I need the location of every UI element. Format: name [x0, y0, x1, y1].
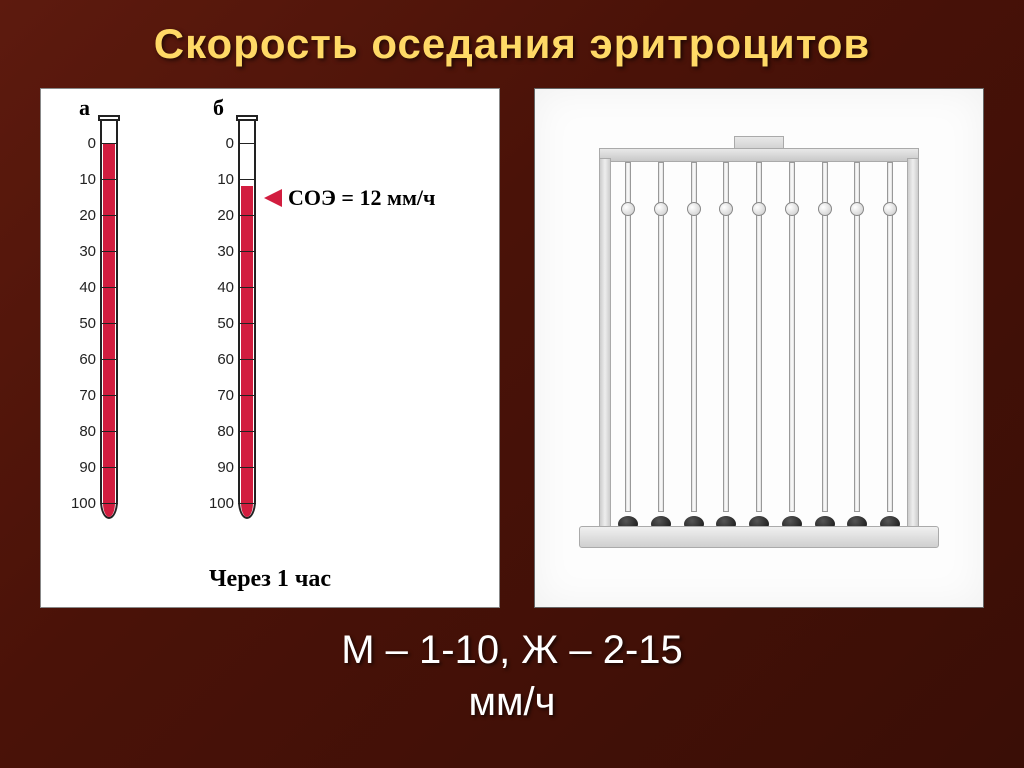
tick-line	[100, 431, 118, 432]
tick-label: 50	[70, 315, 96, 332]
pipette-bulb	[654, 202, 668, 216]
pipette-bulb	[621, 202, 635, 216]
norm-line1: М – 1-10, Ж – 2-15	[341, 628, 683, 672]
tick-line	[238, 323, 256, 324]
pipette	[719, 162, 733, 532]
pipette	[818, 162, 832, 532]
pipette	[621, 162, 635, 532]
tick-line	[238, 143, 256, 144]
soe-value-text: СОЭ = 12 мм/ч	[288, 185, 435, 211]
rack-side-right	[907, 158, 919, 538]
tube-b: 0102030405060708090100	[224, 119, 262, 539]
pipette	[687, 162, 701, 532]
rack-panel	[534, 88, 984, 608]
tick-label: 60	[208, 351, 234, 368]
tick-label: 90	[208, 459, 234, 476]
tick-label: 0	[70, 135, 96, 152]
tube-a: 0102030405060708090100	[86, 119, 124, 539]
tick-line	[100, 143, 118, 144]
tick-label: 90	[70, 459, 96, 476]
tubes-container: 0102030405060708090100 01020304050607080…	[86, 119, 262, 539]
tick-label: 30	[208, 243, 234, 260]
tick-label: 70	[70, 387, 96, 404]
pipette-bulb	[883, 202, 897, 216]
tube-a-ticks: 0102030405060708090100	[64, 143, 124, 503]
tick-line	[238, 503, 256, 504]
tick-line	[238, 179, 256, 180]
pipette-bulb	[719, 202, 733, 216]
tick-label: 100	[70, 495, 96, 512]
tick-label: 20	[208, 207, 234, 224]
tick-line	[100, 323, 118, 324]
tick-line	[100, 503, 118, 504]
pipette-bulb	[752, 202, 766, 216]
tick-line	[100, 395, 118, 396]
tick-line	[238, 395, 256, 396]
rack-side-left	[599, 158, 611, 538]
rack-top-bar	[599, 148, 919, 162]
esr-rack	[579, 138, 939, 558]
tick-line	[238, 359, 256, 360]
tick-line	[100, 359, 118, 360]
tick-line	[238, 287, 256, 288]
tick-label: 40	[208, 279, 234, 296]
pipette-bulb	[818, 202, 832, 216]
pipette	[752, 162, 766, 532]
pipette	[883, 162, 897, 532]
tick-label: 10	[208, 171, 234, 188]
pipette-bulb	[785, 202, 799, 216]
pipette-bulb	[850, 202, 864, 216]
tube-diagram-panel: а б 0102030405060708090100 0102030405060…	[40, 88, 500, 608]
tube-b-ticks: 0102030405060708090100	[202, 143, 262, 503]
tick-label: 80	[70, 423, 96, 440]
tick-line	[100, 215, 118, 216]
tick-line	[238, 431, 256, 432]
tick-label: 20	[70, 207, 96, 224]
tick-label: 60	[70, 351, 96, 368]
rack-base	[579, 526, 939, 548]
tick-label: 0	[208, 135, 234, 152]
tick-label: 100	[208, 495, 234, 512]
tube-caption: Через 1 час	[41, 566, 499, 593]
tube-label-a: а	[79, 95, 90, 121]
arrow-left-icon	[264, 189, 282, 207]
pipette	[850, 162, 864, 532]
tick-label: 10	[70, 171, 96, 188]
pipette-bulb	[687, 202, 701, 216]
norm-values: М – 1-10, Ж – 2-15 мм/ч	[0, 624, 1024, 728]
tick-line	[238, 251, 256, 252]
tick-line	[238, 467, 256, 468]
tick-label: 80	[208, 423, 234, 440]
pipette	[785, 162, 799, 532]
content-row: а б 0102030405060708090100 0102030405060…	[0, 68, 1024, 608]
tick-label: 50	[208, 315, 234, 332]
pipette	[654, 162, 668, 532]
tube-label-b: б	[213, 95, 224, 121]
tick-label: 40	[70, 279, 96, 296]
tick-line	[100, 251, 118, 252]
slide-title: Скорость оседания эритроцитов	[0, 0, 1024, 68]
tick-label: 70	[208, 387, 234, 404]
norm-line2: мм/ч	[469, 680, 556, 724]
pipette-row	[621, 162, 897, 532]
soe-pointer: СОЭ = 12 мм/ч	[264, 185, 435, 211]
tick-line	[100, 467, 118, 468]
tick-line	[100, 287, 118, 288]
tick-line	[100, 179, 118, 180]
tick-label: 30	[70, 243, 96, 260]
tick-line	[238, 215, 256, 216]
